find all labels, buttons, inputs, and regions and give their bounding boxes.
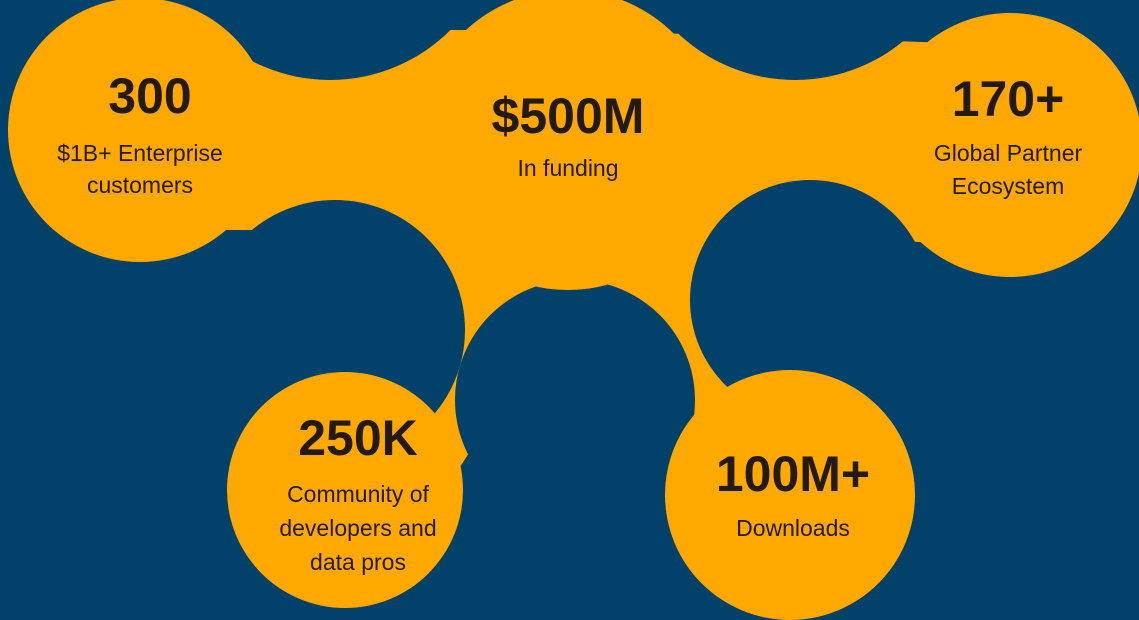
stat-value: 300 xyxy=(108,68,191,124)
stat-label: Downloads xyxy=(736,515,850,541)
stat-value: 250K xyxy=(298,410,418,466)
circle xyxy=(878,13,1139,277)
hole xyxy=(185,0,475,80)
circle xyxy=(8,0,272,262)
stat-value: $500M xyxy=(492,88,645,144)
stat-label: data pros xyxy=(310,549,406,575)
stat-label: developers and xyxy=(279,515,436,541)
stat-value: 170+ xyxy=(952,71,1065,127)
stat-label: Ecosystem xyxy=(952,173,1064,199)
blob xyxy=(8,0,1139,620)
stat-label: In funding xyxy=(517,155,618,181)
stat-value: 100M+ xyxy=(716,446,870,502)
stat-label: customers xyxy=(87,172,193,198)
circle xyxy=(227,372,463,608)
stat-label: Community of xyxy=(287,481,429,507)
stat-label: Global Partner xyxy=(934,140,1083,166)
hole xyxy=(690,180,930,420)
hole xyxy=(650,0,940,80)
circle xyxy=(418,0,718,290)
hole xyxy=(455,280,695,520)
stat-label: $1B+ Enterprise xyxy=(57,140,223,166)
circle xyxy=(665,370,915,620)
